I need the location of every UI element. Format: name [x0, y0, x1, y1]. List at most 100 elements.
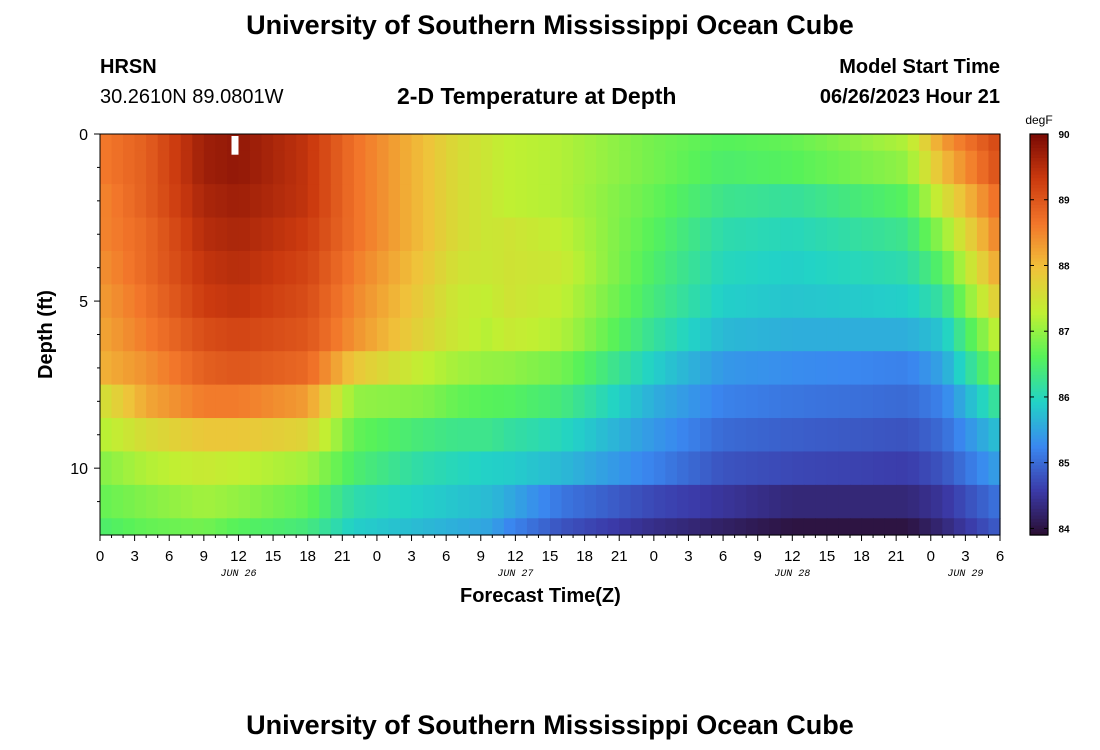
heatmap-cell — [434, 317, 447, 352]
heatmap-cell — [180, 451, 193, 486]
heatmap-cell — [134, 317, 147, 352]
heatmap-cell — [296, 384, 309, 419]
heatmap-cell — [411, 518, 424, 536]
heatmap-cell — [850, 518, 863, 536]
colorbar-segment — [1030, 301, 1048, 306]
heatmap-cell — [584, 217, 597, 252]
heatmap-cell — [700, 134, 713, 152]
heatmap-cell — [238, 351, 251, 386]
heatmap-cell — [238, 317, 251, 352]
heatmap-cell — [711, 250, 724, 285]
heatmap-cell — [573, 418, 586, 453]
heatmap-cell — [111, 217, 124, 252]
heatmap-cell — [273, 184, 286, 219]
heatmap-cell — [503, 184, 516, 219]
heatmap-cell — [284, 418, 297, 453]
heatmap-cell — [457, 418, 470, 453]
heatmap-cell — [919, 134, 932, 152]
colorbar-segment — [1030, 237, 1048, 242]
heatmap-cell — [215, 484, 228, 519]
heatmap-cell — [457, 150, 470, 185]
heatmap-cell — [330, 217, 343, 252]
colorbar-segment — [1030, 478, 1048, 483]
heatmap-cell — [700, 284, 713, 319]
heatmap-cell — [953, 518, 966, 536]
colorbar-segment — [1030, 424, 1048, 429]
x-tick-label: 6 — [719, 548, 727, 565]
heatmap-cell — [723, 317, 736, 352]
heatmap-cell — [503, 518, 516, 536]
heatmap-cell — [192, 384, 205, 419]
heatmap-cell — [688, 134, 701, 152]
heatmap-cell — [573, 284, 586, 319]
heatmap-cell — [480, 384, 493, 419]
colorbar-tick-label: 84 — [1058, 524, 1070, 535]
heatmap-cell — [111, 384, 124, 419]
heatmap-cell — [469, 418, 482, 453]
heatmap-cell — [526, 217, 540, 252]
heatmap-cell — [307, 134, 320, 152]
heatmap-cell — [826, 384, 840, 419]
heatmap-cell — [861, 317, 874, 352]
heatmap-cell — [469, 384, 482, 419]
heatmap-cell — [826, 184, 840, 219]
heatmap-cell — [700, 250, 713, 285]
heatmap-cell — [884, 351, 897, 386]
heatmap-cell — [769, 518, 782, 536]
heatmap-cell — [261, 134, 274, 152]
heatmap-cell — [896, 351, 909, 386]
heatmap-cell — [203, 134, 216, 152]
heatmap-cell — [607, 150, 620, 185]
heatmap-cell — [780, 150, 793, 185]
heatmap-cell — [353, 418, 366, 453]
heatmap-cell — [526, 150, 540, 185]
heatmap-cell — [734, 418, 747, 453]
heatmap-cell — [746, 418, 759, 453]
heatmap-cell — [665, 284, 678, 319]
heatmap-cell — [653, 418, 666, 453]
heatmap-cell — [238, 250, 251, 285]
heatmap-cell — [907, 451, 920, 486]
heatmap-cell — [215, 250, 228, 285]
heatmap-cell — [884, 317, 897, 352]
heatmap-cell — [503, 484, 516, 519]
heatmap-cell — [353, 184, 366, 219]
heatmap-cell — [838, 384, 851, 419]
heatmap-cell — [792, 418, 805, 453]
heatmap-cell — [169, 284, 182, 319]
heatmap-cell — [226, 351, 240, 386]
heatmap-cell — [838, 518, 851, 536]
heatmap-cell — [480, 217, 493, 252]
heatmap-cell — [157, 484, 170, 519]
heatmap-cell — [642, 484, 655, 519]
heatmap-cell — [538, 217, 551, 252]
heatmap-cell — [423, 317, 436, 352]
heatmap-cell — [642, 418, 655, 453]
heatmap-cell — [492, 150, 505, 185]
heatmap-cell — [953, 484, 966, 519]
heatmap-cell — [515, 184, 528, 219]
heatmap-cell — [642, 134, 655, 152]
colorbar-segment — [1030, 214, 1048, 219]
colorbar-segment — [1030, 207, 1048, 212]
colorbar-segment — [1030, 154, 1048, 158]
heatmap-cell — [261, 217, 274, 252]
heatmap-cell — [861, 150, 874, 185]
heatmap-cell — [134, 184, 147, 219]
x-tick-label: 3 — [961, 548, 969, 565]
heatmap-cell — [192, 217, 205, 252]
heatmap-cell — [492, 484, 505, 519]
heatmap-cell — [307, 484, 320, 519]
colorbar-segment — [1030, 247, 1048, 252]
heatmap-cell — [192, 284, 205, 319]
heatmap-cell — [930, 217, 943, 252]
heatmap-cell — [192, 317, 205, 352]
y-axis: 0 5 10 — [70, 127, 100, 503]
heatmap-cell — [850, 250, 863, 285]
colorbar-segment — [1030, 491, 1048, 496]
heatmap-cell — [792, 484, 805, 519]
heatmap-cell — [469, 317, 482, 352]
heatmap-cell — [526, 418, 540, 453]
heatmap-cell — [273, 351, 286, 386]
heatmap-cell — [100, 351, 113, 386]
